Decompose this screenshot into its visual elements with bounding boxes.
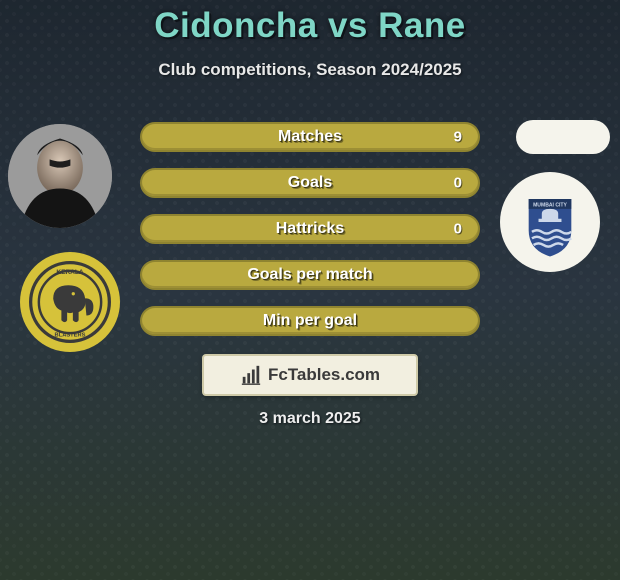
stat-label: Goals per match xyxy=(247,266,372,284)
club-badge-left: KERALA BLASTERS xyxy=(20,252,120,352)
stat-value-right: 0 xyxy=(454,221,462,238)
stat-value-right: 9 xyxy=(454,129,462,146)
stat-row-goals-per-match: Goals per match xyxy=(140,260,480,290)
infographic-card: Cidoncha vs Rane Club competitions, Seas… xyxy=(0,0,620,580)
stat-row-min-per-goal: Min per goal xyxy=(140,306,480,336)
avatar-icon xyxy=(8,124,112,228)
watermark-text: FcTables.com xyxy=(268,365,380,385)
stat-label: Min per goal xyxy=(263,312,357,330)
page-title: Cidoncha vs Rane xyxy=(0,0,620,46)
subtitle: Club competitions, Season 2024/2025 xyxy=(0,60,620,80)
kerala-blasters-crest-icon: KERALA BLASTERS xyxy=(29,261,111,343)
stat-label: Matches xyxy=(278,128,342,146)
stat-row-hattricks: Hattricks 0 xyxy=(140,214,480,244)
footer-date: 3 march 2025 xyxy=(0,410,620,428)
stat-row-matches: Matches 9 xyxy=(140,122,480,152)
crest-text: MUMBAI CITY xyxy=(533,202,567,208)
stat-value-right: 0 xyxy=(454,175,462,192)
crest-text-bottom: BLASTERS xyxy=(55,332,86,338)
player-right-placeholder xyxy=(516,120,610,154)
stat-row-goals: Goals 0 xyxy=(140,168,480,198)
mumbai-city-crest-icon: MUMBAI CITY xyxy=(509,181,591,263)
club-badge-right: MUMBAI CITY xyxy=(500,172,600,272)
stat-label: Hattricks xyxy=(276,220,344,238)
bar-chart-icon xyxy=(240,364,262,386)
watermark-badge: FcTables.com xyxy=(202,354,418,396)
crest-text-top: KERALA xyxy=(56,269,84,276)
stat-label: Goals xyxy=(288,174,332,192)
stats-container: Matches 9 Goals 0 Hattricks 0 Goals per … xyxy=(140,122,480,352)
player-left-photo xyxy=(8,124,112,228)
